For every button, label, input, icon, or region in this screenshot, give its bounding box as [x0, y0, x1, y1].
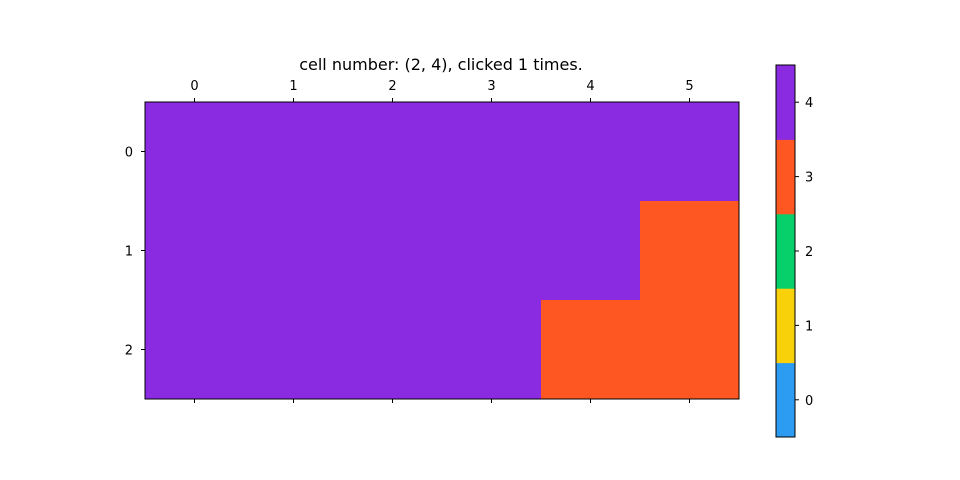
grid-cell-0-2[interactable] — [343, 102, 443, 202]
row-tick-label: 0 — [125, 146, 133, 161]
colorbar-segment-0 — [776, 362, 795, 438]
grid-cell-0-4[interactable] — [541, 102, 641, 202]
grid-cell-2-3[interactable] — [442, 300, 542, 400]
colorbar-tick-label: 3 — [805, 171, 813, 186]
grid-cell-1-5[interactable] — [640, 201, 740, 301]
col-tick-label: 4 — [586, 79, 594, 94]
colorbar-segment-2 — [776, 213, 795, 289]
col-tick-label: 3 — [487, 79, 495, 94]
grid-cell-1-2[interactable] — [343, 201, 443, 301]
grid-cell-1-0[interactable] — [145, 201, 245, 301]
colorbar-tick-label: 0 — [805, 394, 813, 409]
grid-cell-2-2[interactable] — [343, 300, 443, 400]
colorbar-segment-3 — [776, 139, 795, 215]
grid-cell-0-5[interactable] — [640, 102, 740, 202]
game-board — [145, 102, 740, 400]
colorbar-segment-1 — [776, 288, 795, 364]
grid-cell-2-1[interactable] — [244, 300, 344, 400]
row-tick-label: 1 — [125, 245, 133, 260]
colorbar-tick-label: 4 — [805, 96, 813, 111]
grid-cell-0-3[interactable] — [442, 102, 542, 202]
grid-cell-2-0[interactable] — [145, 300, 245, 400]
colorbar-segment-4 — [776, 65, 795, 140]
grid-cell-0-0[interactable] — [145, 102, 245, 202]
grid-cell-1-3[interactable] — [442, 201, 542, 301]
grid-cell-0-1[interactable] — [244, 102, 344, 202]
grid-cell-2-5[interactable] — [640, 300, 740, 400]
col-tick-label: 1 — [289, 79, 297, 94]
grid-cell-2-4[interactable] — [541, 300, 641, 400]
col-tick-label: 2 — [388, 79, 396, 94]
row-tick-label: 2 — [125, 344, 133, 359]
col-tick-label: 0 — [190, 79, 198, 94]
col-tick-label: 5 — [685, 79, 693, 94]
figure-title: cell number: (2, 4), clicked 1 times. — [299, 55, 583, 74]
grid-cell-1-1[interactable] — [244, 201, 344, 301]
board-axes: 0 1 2 3 4 5 0 1 2 — [125, 79, 694, 403]
colorbar-tick-label: 1 — [805, 319, 813, 334]
colorbar — [776, 65, 795, 438]
colorbar-tick-label: 2 — [805, 245, 813, 260]
grid-cell-1-4[interactable] — [541, 201, 641, 301]
colorbar-axis: 0 1 2 3 4 — [795, 96, 813, 409]
